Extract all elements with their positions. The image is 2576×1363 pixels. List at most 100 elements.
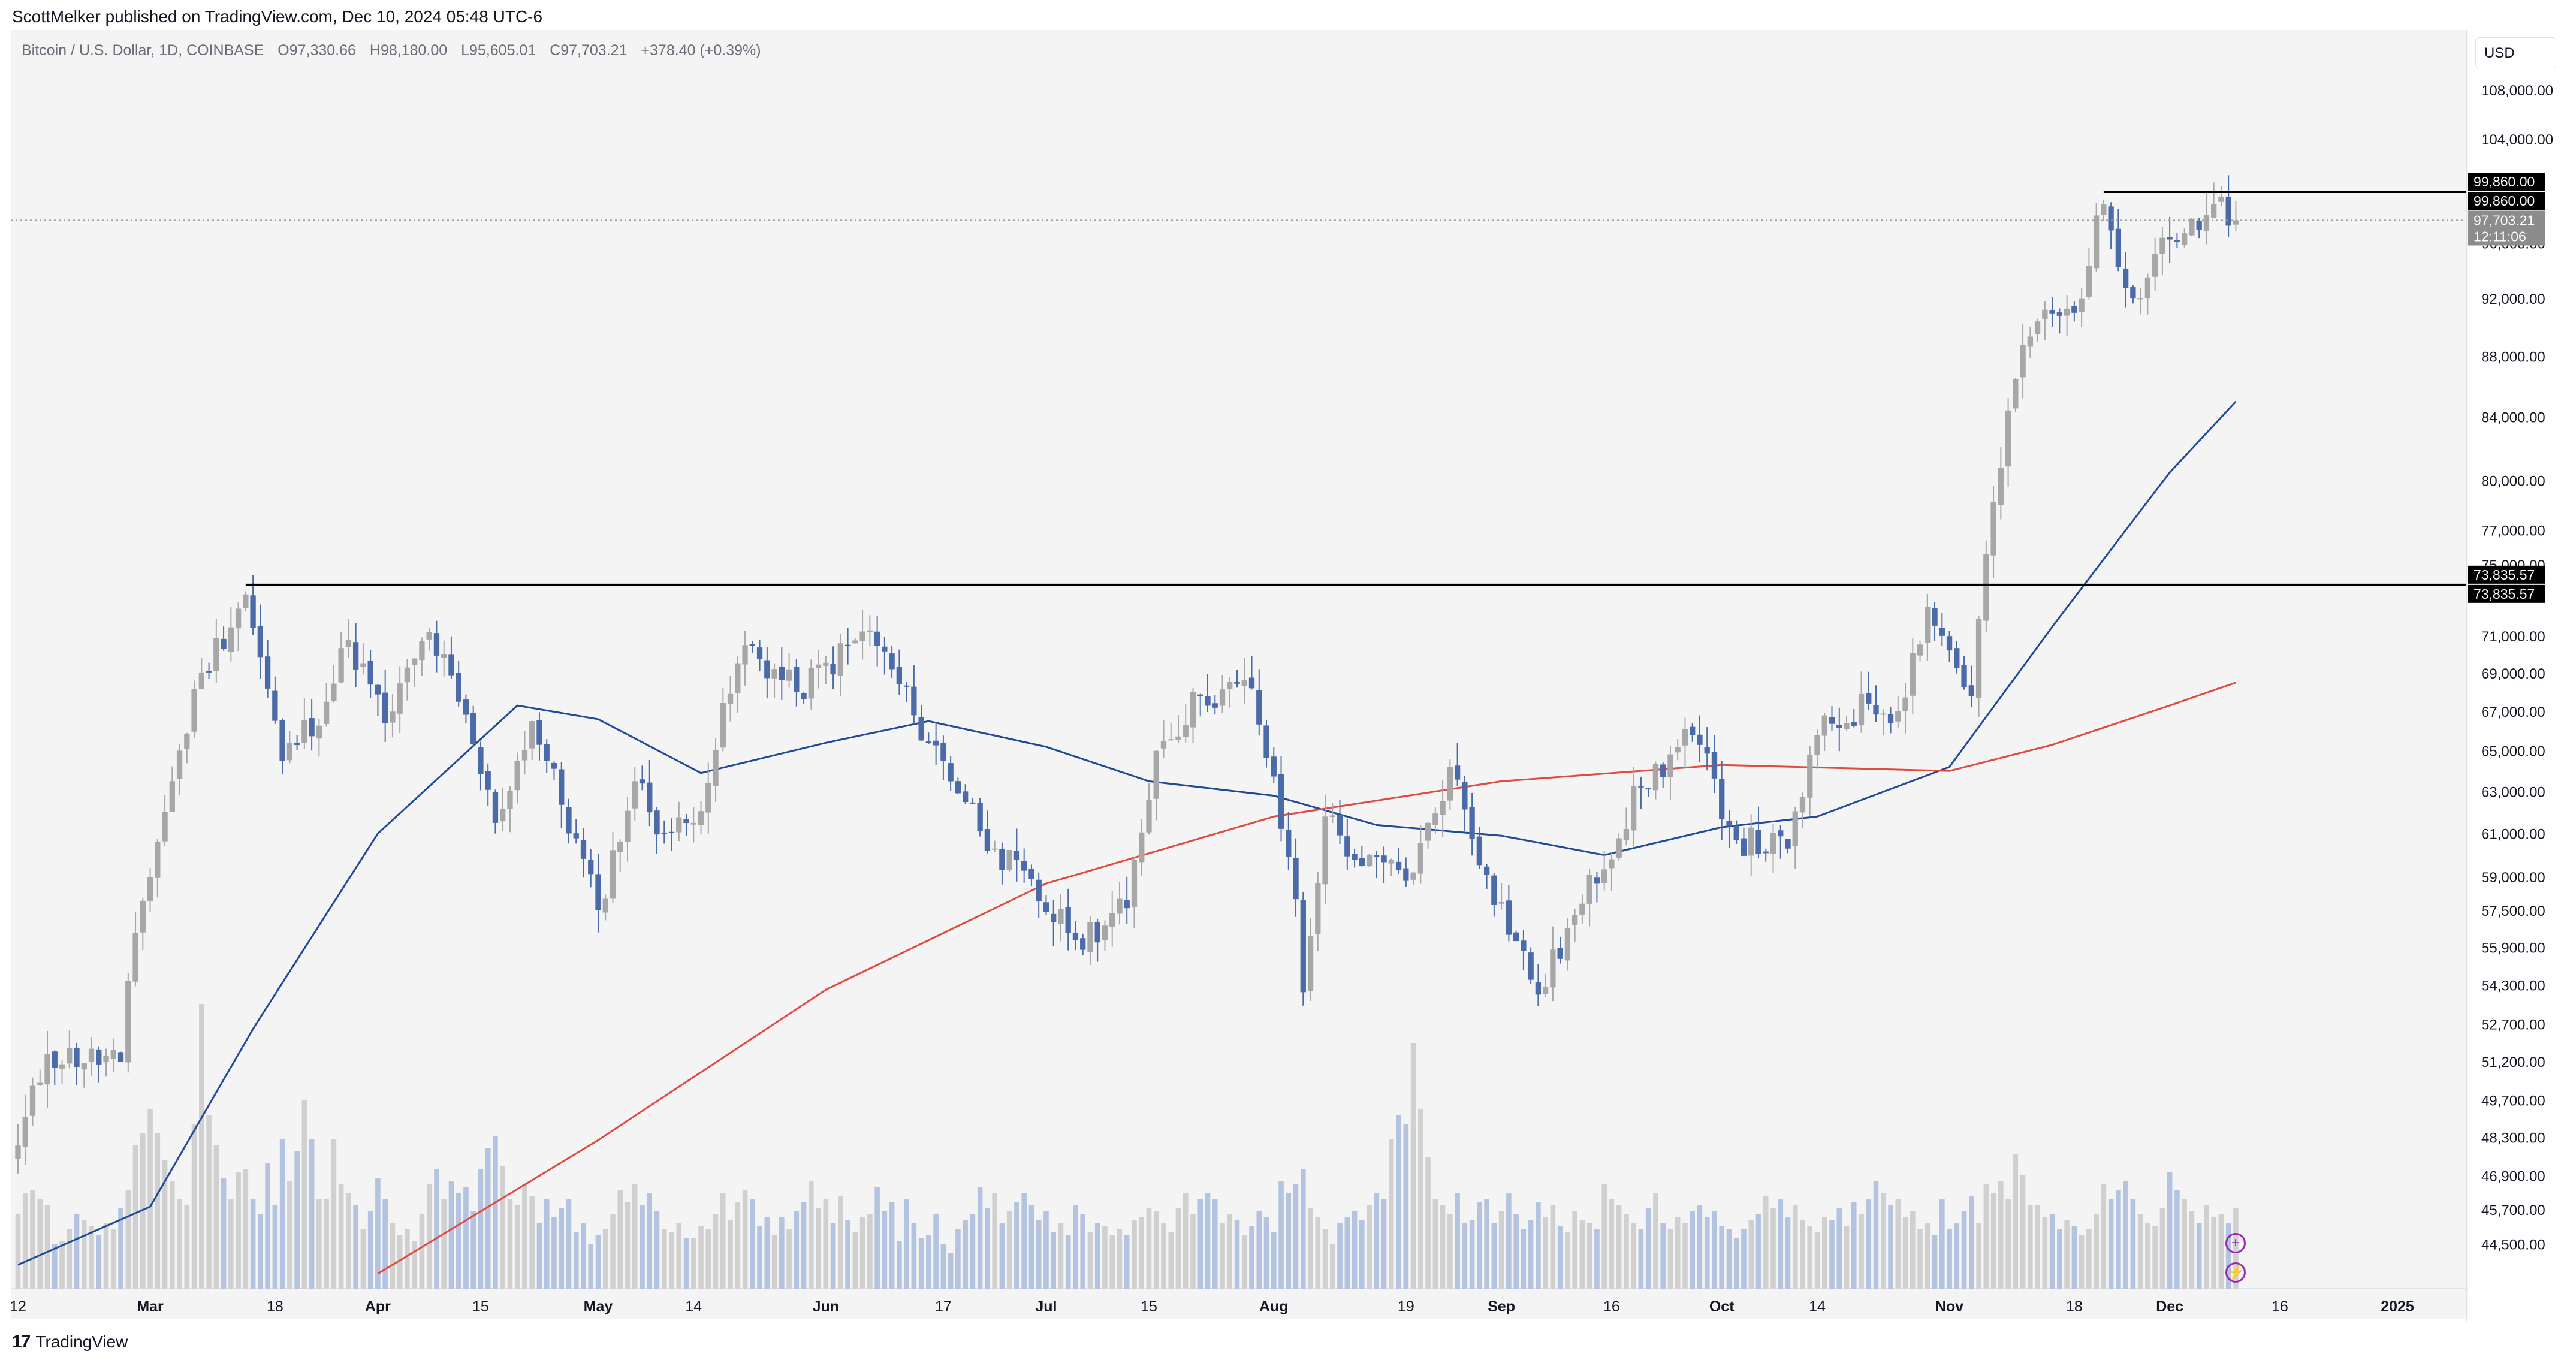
candle-body (705, 783, 711, 813)
add-alert-icon[interactable]: + (2225, 1233, 2246, 1253)
candle-body (2115, 228, 2122, 267)
candle-body (595, 874, 601, 910)
volume-bar (346, 1193, 351, 1289)
candle-body (1785, 839, 1791, 849)
volume-layer (15, 1004, 2239, 1289)
candle-body (1652, 764, 1659, 791)
candle-body (617, 842, 623, 852)
volume-bar (1888, 1205, 1893, 1289)
volume-bar (640, 1205, 645, 1289)
candle-body (2064, 308, 2070, 316)
candle-body (1528, 952, 1534, 980)
candle-body (1990, 502, 1996, 556)
volume-bar (522, 1184, 527, 1289)
candle-body (492, 792, 499, 823)
candle-body (500, 809, 506, 822)
candle-body (117, 1052, 124, 1062)
candle-body (470, 713, 476, 744)
volume-bar (588, 1244, 594, 1289)
candle-body (37, 1082, 43, 1085)
volume-bar (1241, 1235, 1247, 1289)
x-tick-label: 18 (267, 1298, 283, 1315)
volume-bar (1983, 1184, 1989, 1289)
volume-bar (514, 1205, 520, 1289)
candle-body (316, 725, 322, 739)
candle-body (1197, 694, 1203, 696)
volume-bar (1256, 1211, 1262, 1289)
volume-bar (852, 1232, 858, 1289)
volume-bar (111, 1229, 116, 1289)
volume-bar (1557, 1226, 1563, 1289)
candle-body (573, 833, 579, 839)
volume-bar (1447, 1214, 1453, 1289)
volume-bar (1601, 1184, 1607, 1289)
volume-bar (809, 1181, 814, 1289)
candle-body (1910, 653, 1916, 696)
volume-bar (1117, 1229, 1123, 1289)
volume-bar (1109, 1235, 1115, 1289)
candle-body (1821, 715, 1827, 736)
volume-bar (258, 1214, 263, 1289)
volume-bar (1873, 1181, 1879, 1289)
candle-body (1410, 872, 1416, 880)
volume-bar (1418, 1109, 1423, 1289)
candle-body (830, 664, 836, 675)
candle-body (1799, 797, 1806, 813)
candle-body (44, 1054, 50, 1085)
volume-bar (1902, 1217, 1908, 1289)
candle-body (661, 833, 667, 834)
candle-body (1946, 636, 1953, 651)
candle-body (1616, 838, 1622, 858)
symbol-name[interactable]: Bitcoin / U.S. Dollar, 1D, COINBASE (22, 42, 264, 59)
candle-body (1388, 860, 1394, 864)
volume-bar (15, 1214, 21, 1289)
chart-area[interactable] (11, 30, 2468, 1319)
currency-button[interactable]: USD (2475, 37, 2556, 68)
candle-body (1961, 665, 1967, 687)
volume-bar (184, 1205, 190, 1289)
volume-bar (1961, 1211, 1967, 1289)
candle-body (426, 632, 432, 640)
volume-bar (419, 1214, 425, 1289)
volume-bar (1073, 1205, 1078, 1289)
volume-bar (89, 1226, 94, 1289)
volume-bar (2159, 1208, 2165, 1289)
volume-bar (2042, 1217, 2048, 1289)
volume-bar (1410, 1043, 1416, 1289)
volume-bar (1271, 1232, 1277, 1289)
volume-bar (1396, 1115, 1401, 1289)
candle-body (221, 638, 227, 650)
published-line: ScottMelker published on TradingView.com… (12, 7, 543, 26)
volume-bar (1536, 1202, 1541, 1289)
candle-body (2027, 336, 2034, 347)
volume-bar (397, 1235, 403, 1289)
y-tick-label: 57,500.00 (2481, 903, 2545, 919)
volume-bar (360, 1229, 366, 1289)
volume-bar (1469, 1220, 1475, 1289)
volume-bar (2189, 1211, 2195, 1289)
volume-bar (1726, 1229, 1732, 1289)
y-tick-label: 88,000.00 (2481, 349, 2545, 366)
volume-bar (470, 1211, 476, 1289)
x-tick-label: 16 (1603, 1298, 1620, 1315)
candle-body (1733, 825, 1739, 840)
candle-body (1594, 877, 1600, 884)
volume-bar (1440, 1205, 1446, 1289)
volume-bar (757, 1226, 762, 1289)
volume-bar (1785, 1217, 1791, 1289)
volume-bar (1051, 1232, 1056, 1289)
volume-bar (602, 1229, 608, 1289)
volume-bar (1829, 1220, 1835, 1289)
y-tick-label: 49,700.00 (2481, 1093, 2545, 1109)
volume-bar (669, 1232, 674, 1289)
volume-bar (1322, 1229, 1328, 1289)
candle-body (1417, 843, 1423, 874)
candle-body (2159, 237, 2165, 254)
lightning-icon[interactable]: ⚡ (2225, 1262, 2246, 1283)
volume-bar (948, 1253, 954, 1289)
candle-body (1395, 861, 1402, 870)
last-price-tag (2468, 210, 2545, 246)
volume-bar (272, 1205, 278, 1289)
volume-bar (551, 1217, 557, 1289)
volume-bar (125, 1190, 131, 1289)
